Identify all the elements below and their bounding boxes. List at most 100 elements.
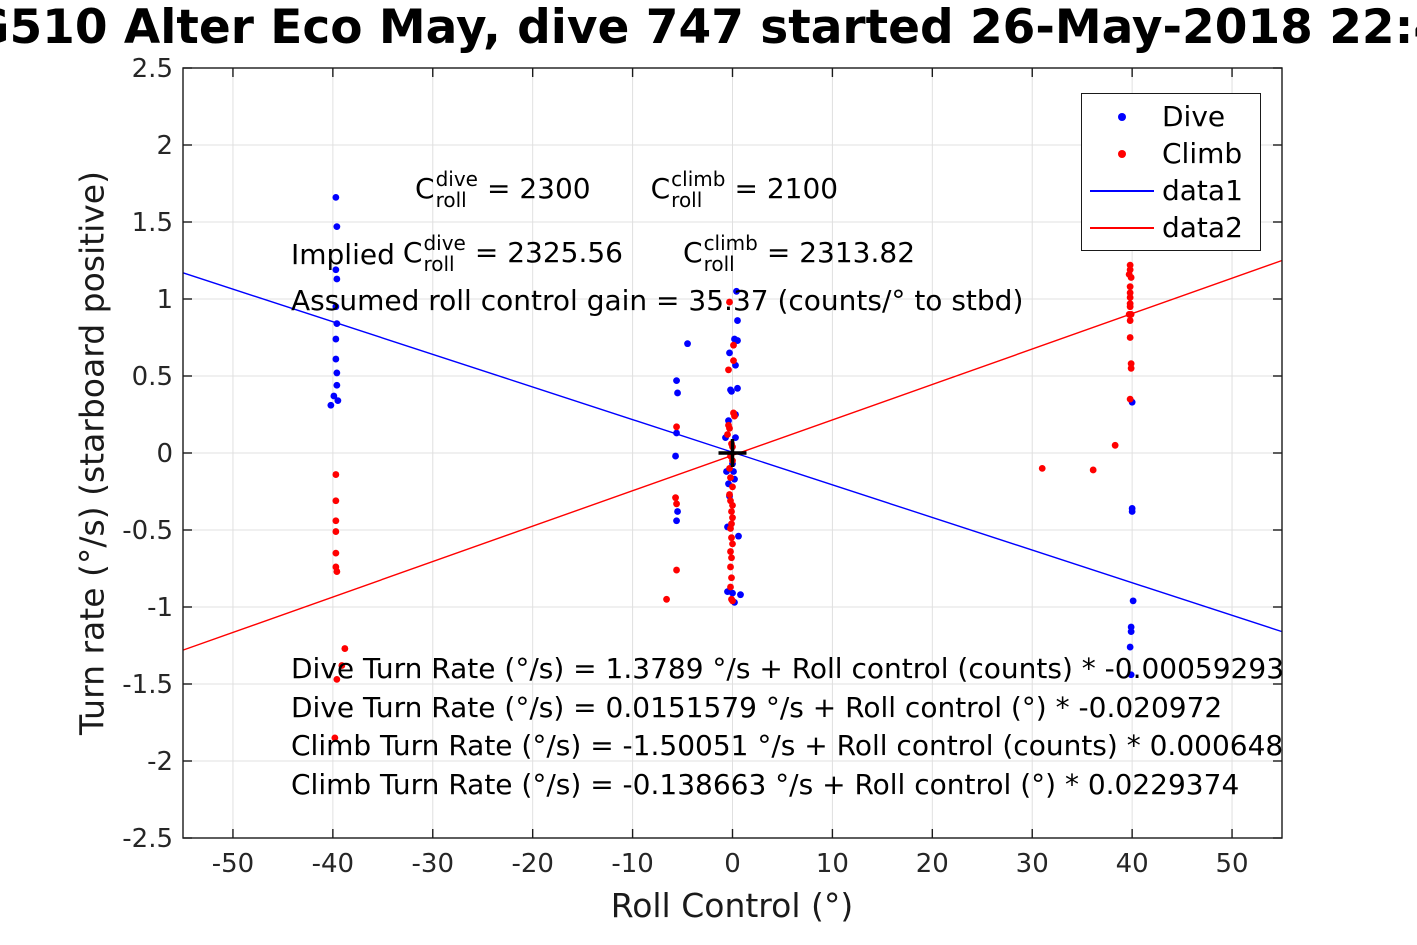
dive-point bbox=[332, 193, 340, 201]
dive-marker-icon bbox=[1118, 112, 1126, 121]
x-tick-label: 10 bbox=[816, 849, 849, 879]
climb-point bbox=[1127, 311, 1135, 318]
implied-prefix: Implied bbox=[291, 237, 395, 271]
dive-point bbox=[332, 303, 340, 311]
climb-point bbox=[1126, 334, 1134, 341]
y-tick-label: -1 bbox=[147, 593, 173, 623]
legend-entry-dive: Dive bbox=[1082, 99, 1260, 135]
y-tick-label: 0 bbox=[156, 439, 173, 469]
dive-point bbox=[334, 397, 342, 405]
legend-marker-cell bbox=[1082, 112, 1162, 121]
climb-point bbox=[673, 500, 680, 508]
climb-point bbox=[1126, 303, 1134, 311]
dive-point bbox=[330, 392, 338, 400]
legend-label: Dive bbox=[1162, 100, 1226, 133]
climb-point bbox=[332, 471, 340, 478]
legend-label: Climb bbox=[1162, 137, 1243, 170]
croll-symbol: C bbox=[650, 172, 671, 205]
climb-point bbox=[728, 534, 735, 542]
climb-point bbox=[725, 366, 732, 374]
climb-point bbox=[726, 491, 733, 498]
climb-point bbox=[727, 548, 734, 555]
climb-point bbox=[724, 431, 731, 438]
dive-point bbox=[728, 388, 735, 395]
y-tick-label: -0.5 bbox=[122, 516, 173, 546]
climb-point bbox=[727, 583, 734, 591]
croll-subscript: roll bbox=[671, 188, 703, 212]
dive-point bbox=[1129, 597, 1137, 605]
croll-symbol: C bbox=[415, 172, 435, 205]
dive-point bbox=[333, 369, 341, 377]
climb-point bbox=[332, 528, 340, 535]
x-tick-label: 50 bbox=[1215, 849, 1248, 879]
dive-point bbox=[673, 429, 680, 437]
x-tick-label: -50 bbox=[212, 849, 254, 879]
data2-line-icon bbox=[1090, 226, 1154, 229]
dive-point bbox=[1128, 508, 1136, 515]
climb-points bbox=[331, 261, 1135, 742]
y-tick-label: 1 bbox=[156, 285, 173, 315]
legend-entry-data2: data2 bbox=[1082, 210, 1260, 246]
croll-superscript: dive bbox=[435, 167, 478, 191]
croll-supsub: climb roll bbox=[704, 233, 758, 275]
climb-point bbox=[672, 494, 679, 502]
x-tick-label: -30 bbox=[412, 849, 454, 879]
dive-point bbox=[673, 377, 680, 385]
legend-label: data2 bbox=[1162, 211, 1243, 244]
y-tick-label: -2.5 bbox=[122, 824, 173, 854]
climb-point bbox=[1111, 441, 1119, 449]
climb-point bbox=[731, 412, 738, 420]
dive-point bbox=[674, 508, 681, 515]
croll-symbol: C bbox=[402, 236, 423, 269]
climb-point bbox=[1126, 294, 1134, 301]
climb-point bbox=[332, 497, 340, 505]
croll-superscript: dive bbox=[423, 231, 466, 255]
x-tick-label: 30 bbox=[1016, 849, 1049, 879]
climb-point bbox=[333, 675, 341, 683]
climb-point bbox=[729, 501, 736, 509]
fit-equations: Dive Turn Rate (°/s) = 1.3789 °/s + Roll… bbox=[291, 650, 1284, 804]
croll-symbol: C bbox=[683, 236, 703, 269]
climb-point bbox=[726, 298, 733, 306]
data1-line-icon bbox=[1090, 189, 1154, 192]
croll-supsub: climb roll bbox=[671, 169, 725, 211]
dive-point bbox=[333, 381, 341, 389]
x-tick-label: 40 bbox=[1116, 849, 1149, 879]
dive-fit-degrees-equation: Dive Turn Rate (°/s) = 0.0151579 °/s + R… bbox=[291, 690, 1223, 724]
dive-point bbox=[684, 340, 691, 348]
croll-value: = 2313.82 bbox=[766, 236, 916, 269]
climb-point bbox=[1089, 466, 1097, 474]
legend-entry-climb: Climb bbox=[1082, 136, 1260, 172]
dive-point bbox=[332, 266, 340, 274]
climb-fit-counts-equation: Climb Turn Rate (°/s) = -1.50051 °/s + R… bbox=[291, 729, 1284, 762]
climb-point bbox=[673, 566, 680, 574]
dive-point bbox=[332, 355, 340, 363]
dive-fit-counts-equation: Dive Turn Rate (°/s) = 1.3789 °/s + Roll… bbox=[291, 652, 1285, 685]
dive-point bbox=[729, 589, 736, 597]
croll-subscript: roll bbox=[703, 252, 735, 276]
climb-point bbox=[1127, 364, 1135, 372]
croll-value: = 2300 bbox=[486, 172, 591, 205]
croll-superscript: climb bbox=[671, 167, 726, 191]
climb-point bbox=[728, 508, 735, 515]
croll-subscript: roll bbox=[423, 252, 455, 276]
climb-point bbox=[729, 597, 736, 605]
dive-point bbox=[1127, 628, 1135, 636]
dive-point bbox=[1127, 671, 1135, 679]
legend-entry-data1: data1 bbox=[1082, 173, 1260, 209]
croll-supsub: dive roll bbox=[436, 169, 478, 211]
dive-point bbox=[733, 287, 740, 295]
climb-point bbox=[727, 563, 734, 571]
x-tick-label: 0 bbox=[724, 849, 741, 879]
legend: Dive Climb data1 data2 bbox=[1081, 93, 1261, 251]
legend-label: data1 bbox=[1162, 174, 1243, 207]
croll-value: = 2100 bbox=[734, 172, 839, 205]
dive-point bbox=[1126, 643, 1134, 651]
dive-point bbox=[327, 401, 335, 409]
